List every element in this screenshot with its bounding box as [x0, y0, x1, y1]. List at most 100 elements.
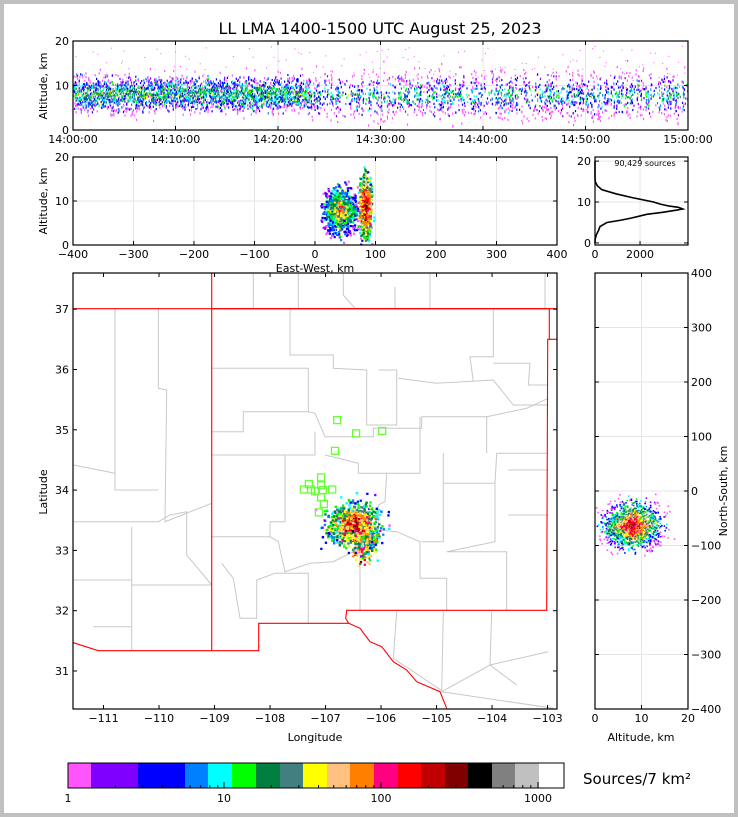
source-cell — [175, 86, 177, 89]
source-cell — [278, 90, 280, 93]
source-cell — [305, 87, 307, 90]
source-cell — [228, 75, 229, 77]
source-cell — [134, 98, 136, 101]
source-cell — [296, 97, 298, 100]
source-cell — [273, 56, 275, 58]
source-cell — [94, 102, 96, 105]
source-cell — [125, 86, 127, 89]
source-cell — [669, 73, 671, 75]
source-cell — [260, 99, 263, 103]
source-cell — [577, 114, 579, 118]
source-cell — [472, 105, 475, 108]
source-cell — [268, 87, 270, 90]
source-cell — [89, 86, 91, 89]
source-cell — [284, 100, 286, 103]
source-cell — [450, 106, 452, 109]
source-cell — [573, 124, 575, 127]
source-cell — [153, 93, 155, 96]
source-cell — [604, 81, 606, 84]
source-cell — [653, 62, 655, 64]
source-cell — [621, 111, 624, 114]
source-cell — [165, 105, 167, 108]
source-cell — [663, 97, 665, 100]
source-cell — [156, 80, 158, 83]
source-cell — [650, 73, 652, 76]
source-cell — [158, 95, 160, 98]
source-cell — [440, 88, 442, 91]
source-cell — [75, 111, 77, 114]
source-cell — [288, 88, 290, 91]
source-cell — [607, 99, 609, 102]
source-cell — [504, 111, 506, 114]
source-cell — [673, 75, 675, 78]
source-cell — [357, 97, 359, 100]
source-cell — [257, 91, 259, 95]
source-cell — [130, 114, 132, 117]
source-cell — [658, 86, 660, 89]
source-cell — [405, 70, 407, 74]
source-cell — [500, 92, 502, 95]
source-cell — [567, 102, 569, 105]
source-cell — [102, 92, 104, 96]
source-cell — [278, 92, 281, 95]
source-cell — [159, 86, 161, 89]
source-cell — [219, 89, 221, 92]
source-cell — [182, 95, 184, 98]
source-cell — [263, 97, 265, 100]
source-cell — [420, 97, 422, 101]
source-cell — [269, 91, 271, 94]
source-cell — [137, 96, 139, 99]
source-cell — [434, 115, 436, 118]
source-cell — [407, 59, 409, 61]
source-cell — [594, 100, 596, 103]
source-cell — [561, 102, 563, 105]
source-cell — [300, 82, 303, 85]
source-cell — [110, 104, 112, 107]
source-cell — [437, 99, 439, 102]
source-cell — [417, 77, 419, 80]
source-cell — [622, 86, 624, 90]
source-cell — [128, 76, 130, 79]
source-cell — [463, 75, 465, 78]
source-cell — [150, 92, 152, 96]
source-cell — [545, 103, 547, 106]
source-cell — [202, 106, 204, 109]
source-cell — [246, 94, 248, 97]
source-cell — [448, 106, 450, 109]
source-cell — [296, 80, 298, 83]
source-cell — [85, 92, 87, 95]
source-cell — [190, 100, 192, 104]
source-cell — [101, 90, 103, 94]
source-cell — [500, 104, 502, 107]
source-cell — [192, 104, 194, 107]
source-cell — [179, 89, 181, 92]
source-cell — [175, 91, 177, 94]
source-cell — [292, 79, 294, 82]
source-cell — [233, 99, 235, 102]
source-cell — [421, 83, 423, 86]
source-cell — [226, 85, 228, 88]
source-cell — [203, 98, 205, 101]
source-cell — [479, 109, 481, 112]
source-cell — [484, 77, 486, 80]
source-cell — [272, 114, 274, 117]
source-cell — [592, 48, 594, 50]
source-cell — [162, 87, 164, 90]
source-cell — [214, 96, 216, 100]
source-cell — [232, 95, 234, 98]
source-cell — [495, 87, 497, 90]
source-cell — [656, 102, 659, 105]
source-cell — [214, 100, 216, 103]
source-cell — [288, 97, 291, 100]
source-cell — [200, 101, 202, 104]
source-cell — [626, 89, 628, 92]
source-cell — [222, 87, 224, 90]
source-cell — [75, 99, 77, 102]
source-cell — [388, 108, 390, 111]
source-cell — [594, 95, 596, 98]
source-cell — [441, 81, 443, 84]
source-cell — [179, 96, 181, 99]
source-cell — [642, 108, 645, 111]
source-cell — [232, 92, 234, 95]
source-cell — [307, 95, 309, 99]
